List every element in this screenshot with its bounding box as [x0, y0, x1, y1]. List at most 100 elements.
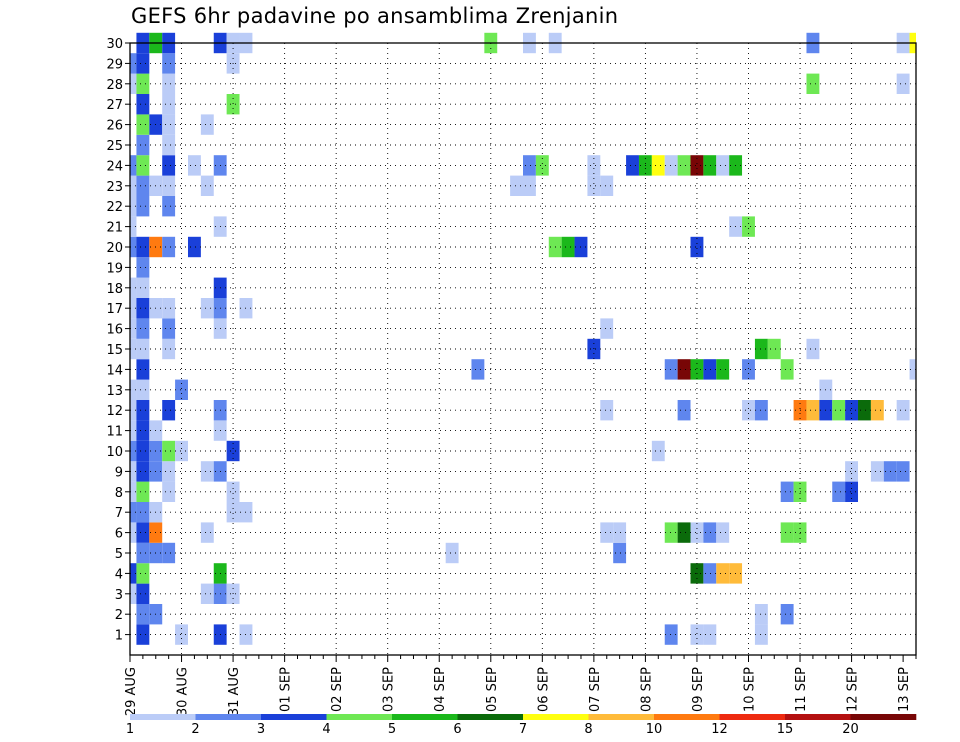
- heatmap-cell: [742, 400, 755, 421]
- y-tick-label: 29: [106, 57, 123, 72]
- heatmap-cell: [130, 298, 137, 319]
- heatmap-cell: [136, 440, 150, 462]
- heatmap-cell: [162, 338, 176, 360]
- y-tick-label: 19: [106, 261, 123, 276]
- y-tick-label: 30: [106, 37, 123, 52]
- colorbar-label: 15: [777, 722, 794, 737]
- heatmap-cell: [716, 359, 730, 380]
- heatmap-cell: [716, 155, 730, 176]
- x-tick-label: 01 SEP: [279, 667, 294, 712]
- x-tick-label: 07 SEP: [588, 667, 603, 712]
- grid-layer: [130, 43, 916, 655]
- heatmap-cell: [130, 502, 137, 523]
- heatmap-cell: [780, 604, 794, 625]
- heatmap-cell: [162, 73, 176, 94]
- heatmap-cell: [226, 94, 240, 115]
- x-tick-label: 31 AUG: [227, 667, 242, 716]
- heatmap-cell: [162, 94, 176, 115]
- x-tick-label: 30 AUG: [176, 667, 191, 716]
- heatmap-cell: [130, 522, 137, 543]
- heatmap-cell: [832, 400, 846, 421]
- cells-layer: [130, 32, 916, 645]
- heatmap-cell: [226, 440, 240, 462]
- heatmap-cell: [136, 155, 150, 176]
- heatmap-cell: [136, 53, 150, 74]
- heatmap-cell: [677, 155, 691, 176]
- colorbar-label: 10: [646, 722, 663, 737]
- y-tick-label: 2: [115, 608, 123, 623]
- heatmap-cell: [523, 175, 536, 196]
- heatmap-cell: [677, 522, 691, 543]
- colorbar-label: 7: [519, 722, 527, 737]
- heatmap-cell: [130, 236, 137, 258]
- heatmap-cell: [200, 114, 214, 135]
- heatmap-cell: [651, 155, 665, 176]
- colorbar-swatch: [326, 714, 393, 720]
- heatmap-cell: [130, 277, 137, 298]
- heatmap-cell: [703, 359, 717, 380]
- heatmap-cell: [703, 522, 717, 543]
- heatmap-cell: [742, 216, 755, 237]
- heatmap-cell: [162, 481, 176, 502]
- colorbar-label: 4: [322, 722, 330, 737]
- y-tick-label: 21: [106, 221, 123, 236]
- heatmap-cell: [136, 73, 150, 94]
- heatmap-cell: [136, 277, 150, 298]
- heatmap-cell: [136, 196, 150, 217]
- heatmap-cell: [162, 155, 176, 176]
- heatmap-cell: [200, 298, 214, 319]
- heatmap-cell: [130, 563, 137, 584]
- heatmap-cell: [600, 400, 614, 421]
- y-tick-label: 9: [115, 465, 123, 480]
- heatmap-cell: [130, 318, 137, 339]
- heatmap-cell: [651, 440, 665, 462]
- colorbar-swatch: [392, 714, 458, 720]
- y-tick-label: 27: [106, 98, 123, 113]
- x-tick-label: 03 SEP: [382, 667, 397, 712]
- colorbar-swatch: [261, 714, 327, 720]
- heatmap-cell: [162, 298, 176, 319]
- heatmap-cell: [716, 522, 730, 543]
- heatmap-cell: [896, 461, 910, 482]
- heatmap-cell: [613, 542, 627, 564]
- y-tick-label: 25: [106, 139, 123, 154]
- heatmap-cell: [703, 563, 717, 584]
- heatmap-cell: [600, 522, 614, 543]
- heatmap-cell: [130, 196, 137, 217]
- colorbar-swatch: [195, 714, 262, 720]
- x-axis: 29 AUG 30 AUG 31 AUG 01 SEP 02 SEP 03 SEP 04 S…: [124, 655, 917, 716]
- plot-frame: [129, 42, 917, 656]
- heatmap-cell: [130, 379, 137, 400]
- y-tick-label: 10: [106, 445, 123, 460]
- heatmap-cell: [130, 481, 137, 502]
- heatmap-cell: [162, 175, 176, 196]
- y-tick-label: 13: [106, 384, 123, 399]
- heatmap-cell: [136, 236, 150, 258]
- heatmap-cell: [226, 481, 240, 502]
- heatmap-cell: [561, 236, 575, 258]
- heatmap-cell: [690, 236, 704, 258]
- y-tick-label: 14: [106, 363, 123, 378]
- heatmap-cell: [845, 461, 859, 482]
- x-tick-label: 06 SEP: [536, 667, 551, 712]
- heatmap-cell: [690, 155, 704, 176]
- heatmap-cell: [162, 196, 176, 217]
- heatmap-cell: [162, 236, 176, 258]
- heatmap-cell: [703, 624, 717, 645]
- heatmap-cell: [754, 338, 768, 360]
- colorbar-swatch: [785, 714, 851, 720]
- y-axis: 1234567891011121314151617181920212223242…: [106, 37, 130, 644]
- heatmap-cell: [677, 359, 691, 380]
- heatmap-cell: [136, 583, 150, 604]
- heatmap-cell: [187, 236, 201, 258]
- chart-title: GEFS 6hr padavine po ansamblima Zrenjani…: [131, 4, 619, 28]
- heatmap-cell: [677, 400, 691, 421]
- heatmap-cell: [162, 400, 176, 421]
- heatmap-cell: [626, 155, 639, 176]
- y-tick-label: 17: [106, 302, 123, 317]
- y-tick-label: 8: [115, 486, 123, 501]
- colorbar: 1 2 3 4 5 6 7 8 10 12 15 20: [126, 714, 917, 737]
- colorbar-label: 20: [842, 722, 859, 737]
- heatmap-cell: [136, 298, 150, 319]
- heatmap-cell: [780, 481, 794, 502]
